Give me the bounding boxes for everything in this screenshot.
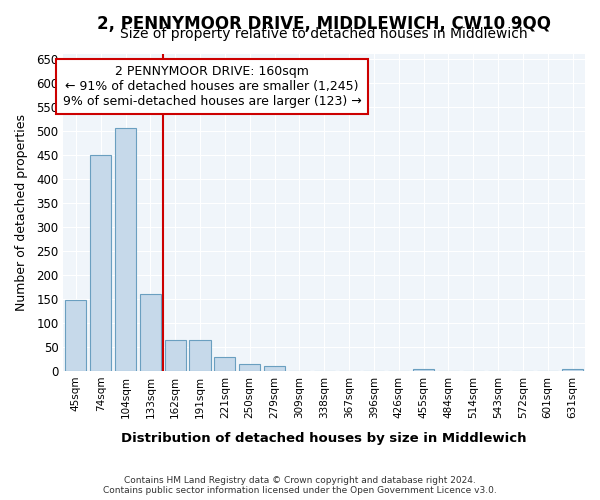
Bar [140, 294, 161, 371]
Bar [214, 356, 235, 371]
Text: 2 PENNYMOOR DRIVE: 160sqm
← 91% of detached houses are smaller (1,245)
9% of sem: 2 PENNYMOOR DRIVE: 160sqm ← 91% of detac… [63, 65, 361, 108]
X-axis label: Distribution of detached houses by size in Middlewich: Distribution of detached houses by size … [121, 432, 527, 445]
Bar [562, 368, 583, 371]
Text: Size of property relative to detached houses in Middlewich: Size of property relative to detached ho… [121, 28, 528, 42]
Bar [164, 340, 186, 371]
Bar [190, 340, 211, 371]
Bar [239, 364, 260, 371]
Bar [65, 300, 86, 371]
Y-axis label: Number of detached properties: Number of detached properties [15, 114, 28, 311]
Bar [264, 366, 285, 371]
Text: Contains HM Land Registry data © Crown copyright and database right 2024.
Contai: Contains HM Land Registry data © Crown c… [103, 476, 497, 495]
Bar [413, 368, 434, 371]
Bar [90, 155, 111, 371]
Title: 2, PENNYMOOR DRIVE, MIDDLEWICH, CW10 9QQ: 2, PENNYMOOR DRIVE, MIDDLEWICH, CW10 9QQ [97, 15, 551, 33]
Bar [115, 128, 136, 371]
